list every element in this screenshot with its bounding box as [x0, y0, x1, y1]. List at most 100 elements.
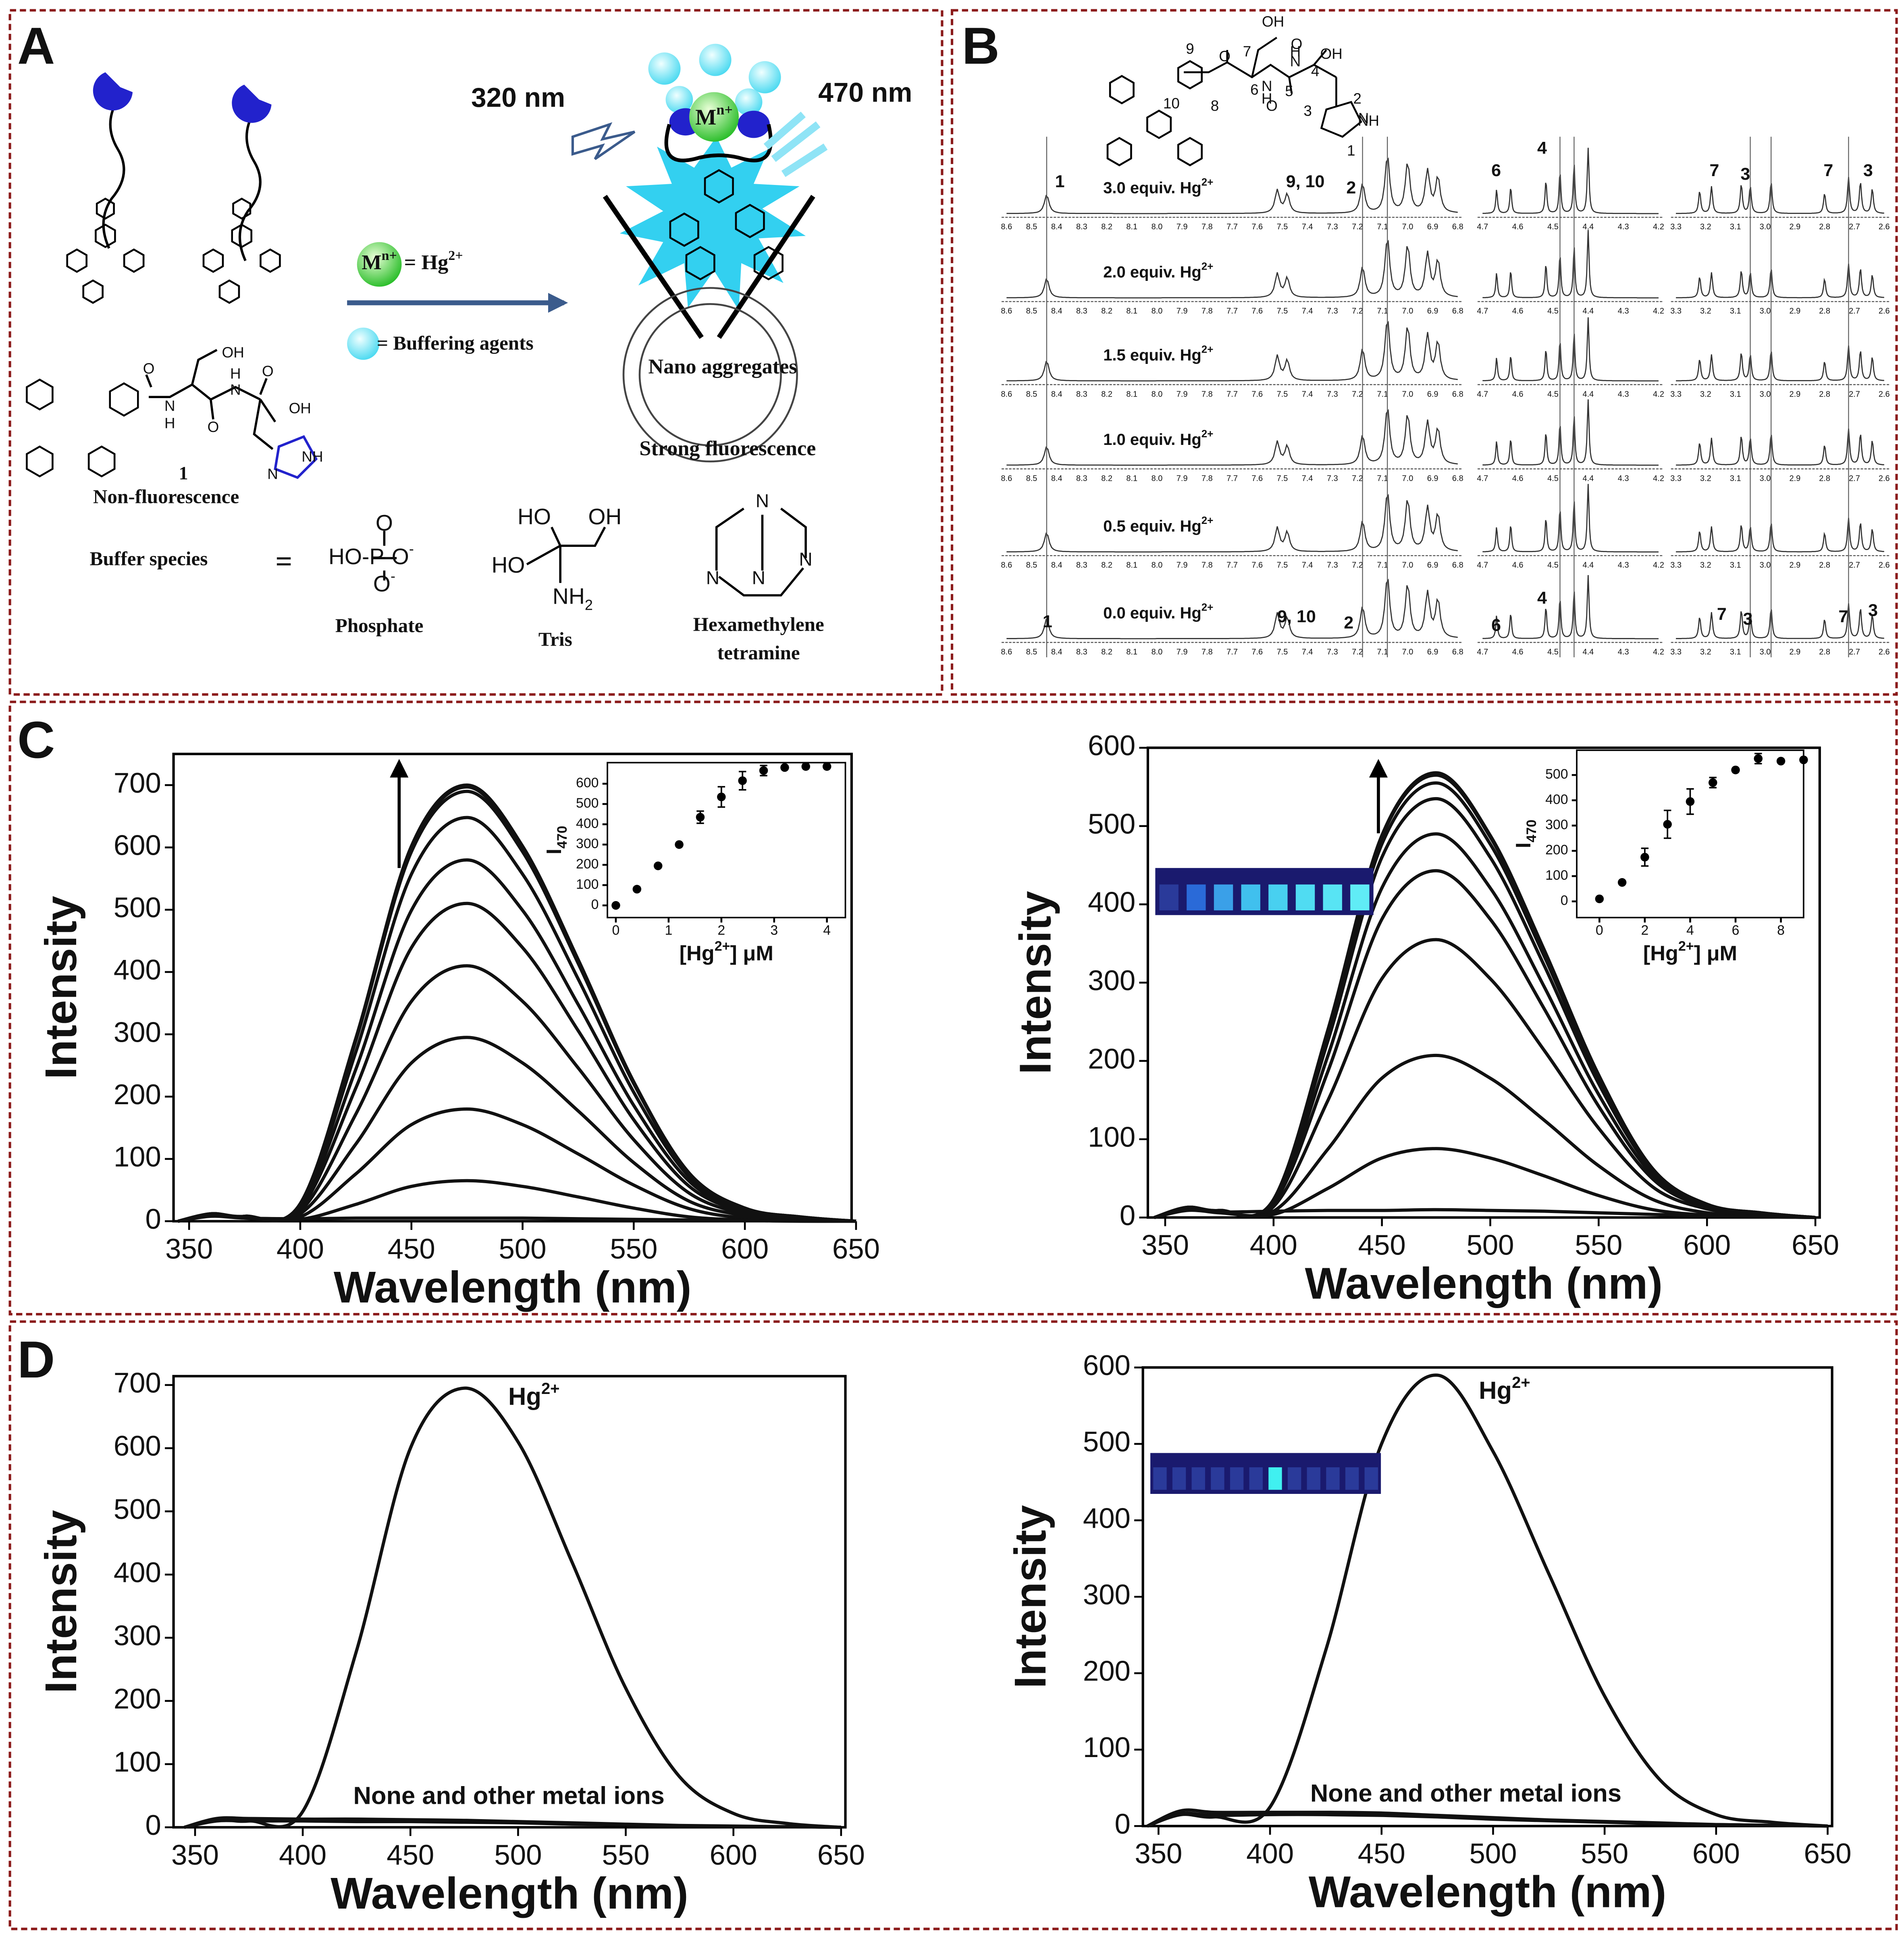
y-tick-label: 500 — [114, 891, 161, 923]
nmr-tick-label: 2.7 — [1849, 307, 1860, 316]
y-tick-label: 600 — [576, 775, 599, 791]
panel-a-label-part: M — [695, 105, 716, 129]
y-tick-label: 500 — [1545, 766, 1568, 782]
nmr-trace — [1676, 603, 1884, 639]
data-point — [1754, 754, 1763, 763]
nmr-tick-label: 7.5 — [1277, 222, 1288, 231]
nmr-tick-label: 7.1 — [1377, 561, 1388, 570]
nmr-tick-label: 7.4 — [1302, 390, 1313, 399]
nmr-tick-label: 4.5 — [1547, 222, 1559, 231]
panel-a-label-part: NH — [553, 584, 585, 609]
nmr-tick-label: 2.8 — [1819, 222, 1830, 231]
structure-label: H — [1262, 90, 1272, 107]
nmr-tick-label: 8.1 — [1126, 222, 1137, 231]
structure-label: O — [1266, 98, 1278, 114]
data-point — [780, 763, 789, 772]
nmr-tick-label: 7.3 — [1327, 648, 1338, 656]
data-point — [738, 776, 747, 785]
molecule-bonds — [145, 349, 807, 596]
nmr-tick-label: 8.2 — [1101, 222, 1112, 231]
structure-label: 2 — [1353, 90, 1361, 107]
peak-label: 3 — [1868, 601, 1878, 620]
photo-vial — [1307, 1467, 1320, 1490]
panel-a-label: O- — [373, 568, 395, 596]
nmr-tick-label: 8.1 — [1126, 307, 1137, 316]
peak-label: 2 — [1346, 178, 1356, 197]
nmr-tick-label: 7.5 — [1277, 648, 1288, 656]
nmr-tick-label: 7.5 — [1277, 561, 1288, 570]
nmr-tick-label: 2.7 — [1849, 648, 1860, 656]
nmr-tick-label: 7.7 — [1226, 648, 1238, 656]
peak-label: 3 — [1743, 609, 1753, 629]
data-point — [1799, 755, 1808, 764]
y-tick-label: 400 — [114, 1556, 161, 1588]
peak-label: 3 — [1740, 164, 1750, 184]
starburst — [619, 137, 806, 310]
panel-a-label-part: - — [391, 568, 395, 584]
y-tick-label: 100 — [114, 1746, 161, 1778]
nmr-tick-label: 4.6 — [1512, 222, 1524, 231]
nmr-tick-label: 8.6 — [1001, 648, 1012, 656]
structure-label: OH — [1320, 46, 1342, 62]
x-axis-label: Wavelength (nm) — [334, 1263, 692, 1312]
nmr-tick-label: 4.3 — [1618, 390, 1629, 399]
metal-ion — [689, 92, 739, 142]
annotation: Hg2+ — [1479, 1373, 1530, 1404]
x-tick-label: 4 — [823, 923, 831, 938]
photo-vial — [1268, 884, 1288, 911]
spectrum-line — [184, 1819, 841, 1829]
y-axis-label: I470 — [543, 826, 570, 854]
annotation-part: Hg — [1479, 1377, 1512, 1404]
x-tick-label: 400 — [279, 1839, 326, 1871]
ring — [109, 382, 139, 417]
nmr-tick-label: 8.2 — [1101, 307, 1112, 316]
y-tick-label: 500 — [114, 1493, 161, 1525]
ring — [26, 378, 54, 411]
nmr-tick-label: 8.6 — [1001, 307, 1012, 316]
photo-vial — [1249, 1467, 1263, 1490]
nmr-tick-label: 3.1 — [1730, 474, 1741, 483]
ring — [685, 246, 715, 280]
y-tick-label: 500 — [1088, 808, 1135, 839]
nmr-tick-label: 2.6 — [1879, 390, 1890, 399]
x-axis-label: Wavelength (nm) — [1309, 1867, 1667, 1917]
nmr-tick-label: 2.6 — [1879, 648, 1890, 656]
x-tick-label: 600 — [1692, 1838, 1740, 1869]
nmr-tick-label: 7.1 — [1377, 474, 1388, 483]
nmr-tick-label: 8.6 — [1001, 390, 1012, 399]
panel-a-label: 1 — [179, 463, 188, 483]
nmr-tick-label: 3.1 — [1730, 222, 1741, 231]
aggregate-ring — [622, 287, 798, 463]
peak-label: 1 — [1055, 172, 1065, 191]
structure-label: 10 — [1163, 95, 1180, 112]
spectrum-label-part: 2+ — [1201, 343, 1214, 355]
y-tick-label: 100 — [1088, 1121, 1135, 1153]
y-axis-label: Intensity — [1006, 1505, 1055, 1689]
y-tick-label: 400 — [1088, 886, 1135, 918]
y-tick-label: 200 — [1088, 1043, 1135, 1074]
x-tick-label: 350 — [1135, 1838, 1182, 1869]
nmr-tick-label: 7.1 — [1377, 648, 1388, 656]
y-axis-label: Intensity — [36, 1510, 86, 1693]
structure-label: 7 — [1243, 43, 1251, 60]
nmr-tick-label: 3.3 — [1670, 648, 1682, 656]
nmr-tick-label: 6.8 — [1452, 222, 1463, 231]
annotation: None and other metal ions — [353, 1782, 665, 1810]
panel-a-label: O — [376, 511, 393, 536]
x-tick-label: 350 — [1141, 1229, 1189, 1261]
y-tick-label: 0 — [145, 1809, 161, 1841]
panel-a-label-part: 2+ — [448, 248, 463, 263]
nmr-tick-label: 7.7 — [1226, 222, 1238, 231]
panel-a-label: O — [208, 419, 219, 435]
panel-a-label: O — [143, 360, 155, 377]
nmr-tick-label: 4.5 — [1547, 474, 1559, 483]
nmr-tick-label: 2.8 — [1819, 307, 1830, 316]
structure-label: 1 — [1347, 142, 1355, 159]
nmr-tick-label: 3.0 — [1760, 474, 1771, 483]
nmr-tick-label: 3.0 — [1760, 561, 1771, 570]
x-axis-label: Wavelength (nm) — [1305, 1259, 1663, 1309]
nmr-tick-label: 7.4 — [1302, 648, 1313, 656]
y-tick-label: 400 — [1083, 1502, 1131, 1534]
nmr-tick-label: 4.3 — [1618, 474, 1629, 483]
